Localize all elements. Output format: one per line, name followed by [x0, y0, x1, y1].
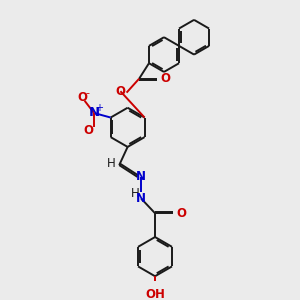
Text: N: N	[88, 106, 99, 119]
Text: O: O	[177, 207, 187, 220]
Text: O: O	[84, 124, 94, 137]
Text: H: H	[106, 157, 115, 170]
Text: +: +	[94, 103, 103, 113]
Text: O: O	[161, 72, 171, 85]
Text: O: O	[116, 85, 125, 98]
Text: N: N	[136, 192, 146, 205]
Text: H: H	[130, 187, 139, 200]
Text: OH: OH	[145, 288, 165, 300]
Text: O: O	[77, 91, 87, 104]
Text: -: -	[85, 88, 89, 98]
Text: N: N	[136, 170, 146, 183]
